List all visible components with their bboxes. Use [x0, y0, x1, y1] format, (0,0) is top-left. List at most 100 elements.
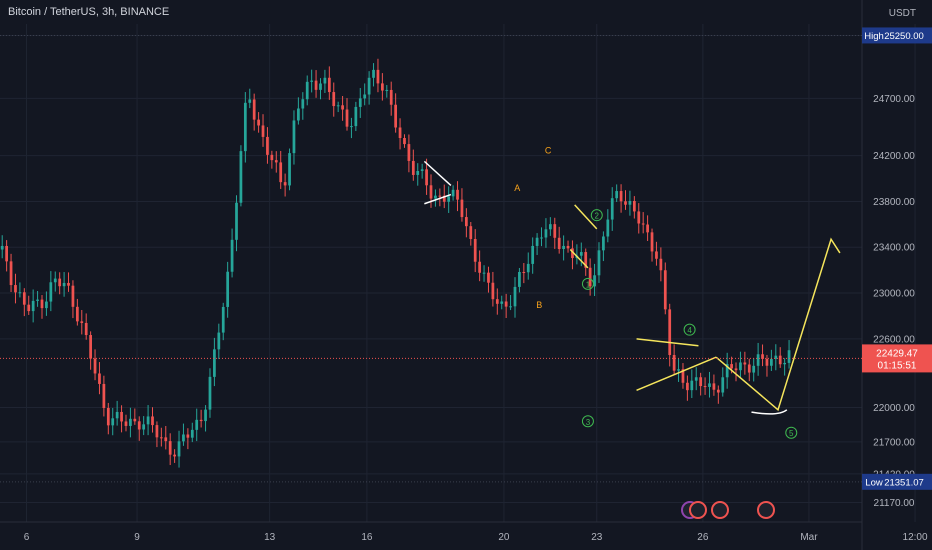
candle-body[interactable]: [522, 271, 526, 273]
candle-body[interactable]: [270, 154, 274, 161]
candle-body[interactable]: [765, 358, 769, 366]
candle-body[interactable]: [752, 365, 756, 373]
candle-body[interactable]: [53, 278, 57, 283]
candle-body[interactable]: [787, 350, 791, 363]
candle-body[interactable]: [646, 224, 649, 233]
trendline-lower[interactable]: [636, 356, 717, 392]
candle-body[interactable]: [663, 270, 667, 310]
candle-body[interactable]: [584, 252, 588, 268]
candle-body[interactable]: [681, 369, 685, 383]
candle-body[interactable]: [548, 224, 552, 230]
candle-body[interactable]: [703, 386, 707, 388]
candle-body[interactable]: [743, 362, 747, 365]
candle-body[interactable]: [239, 151, 243, 203]
candle-body[interactable]: [195, 419, 199, 430]
candle-body[interactable]: [602, 236, 605, 251]
candle-body[interactable]: [358, 98, 362, 107]
candle-body[interactable]: [40, 299, 44, 309]
candle-body[interactable]: [694, 377, 698, 381]
candle-body[interactable]: [376, 69, 380, 84]
candle-body[interactable]: [261, 125, 265, 137]
candle-body[interactable]: [332, 92, 336, 107]
candle-body[interactable]: [637, 211, 641, 224]
event-icon[interactable]: [757, 501, 775, 519]
candle-body[interactable]: [659, 258, 663, 271]
candle-body[interactable]: [350, 126, 353, 128]
candle-body[interactable]: [398, 127, 402, 139]
candle-body[interactable]: [336, 105, 340, 107]
candle-body[interactable]: [672, 354, 676, 371]
candle-body[interactable]: [770, 358, 773, 366]
candle-body[interactable]: [0, 245, 4, 250]
candle-body[interactable]: [45, 301, 48, 309]
candle-body[interactable]: [142, 424, 146, 430]
candle-body[interactable]: [252, 99, 256, 120]
candle-body[interactable]: [102, 383, 106, 408]
candle-body[interactable]: [297, 108, 300, 121]
candle-body[interactable]: [495, 299, 499, 304]
candle-body[interactable]: [425, 169, 428, 186]
candle-body[interactable]: [385, 89, 389, 91]
event-icon[interactable]: [711, 501, 729, 519]
candle-body[interactable]: [213, 349, 216, 377]
candle-body[interactable]: [619, 191, 623, 202]
candle-body[interactable]: [186, 434, 190, 438]
candle-body[interactable]: [323, 77, 327, 84]
candle-body[interactable]: [730, 364, 733, 369]
candle-body[interactable]: [593, 275, 596, 287]
candle-body[interactable]: [27, 304, 31, 312]
candle-body[interactable]: [84, 322, 88, 336]
candle-body[interactable]: [456, 189, 459, 200]
candle-body[interactable]: [93, 358, 97, 374]
candle-body[interactable]: [721, 377, 725, 393]
candle-body[interactable]: [761, 354, 764, 359]
trendline-upper[interactable]: [423, 160, 452, 186]
candle-body[interactable]: [716, 389, 720, 393]
candle-body[interactable]: [168, 441, 172, 455]
candle-body[interactable]: [429, 185, 433, 199]
candle-body[interactable]: [283, 182, 287, 186]
candle-body[interactable]: [129, 418, 132, 426]
candle-body[interactable]: [655, 251, 658, 259]
candle-body[interactable]: [288, 153, 291, 186]
candle-body[interactable]: [226, 271, 230, 307]
candle-body[interactable]: [305, 81, 309, 100]
candle-body[interactable]: [407, 144, 411, 161]
candle-body[interactable]: [14, 285, 17, 293]
candle-body[interactable]: [115, 411, 119, 419]
candle-body[interactable]: [159, 437, 163, 439]
candle-body[interactable]: [62, 282, 66, 287]
candle-body[interactable]: [756, 354, 760, 366]
candle-body[interactable]: [9, 261, 13, 286]
candle-body[interactable]: [482, 272, 486, 274]
trendline-upper[interactable]: [574, 204, 598, 230]
candle-body[interactable]: [22, 292, 26, 305]
event-icon[interactable]: [689, 501, 707, 519]
candle-body[interactable]: [571, 248, 574, 259]
candle-body[interactable]: [531, 245, 535, 264]
candle-body[interactable]: [199, 419, 203, 422]
candle-body[interactable]: [509, 306, 512, 308]
candle-body[interactable]: [438, 195, 442, 197]
candle-body[interactable]: [420, 169, 424, 171]
candle-body[interactable]: [518, 271, 521, 287]
candle-body[interactable]: [478, 261, 481, 273]
candle-body[interactable]: [49, 282, 53, 302]
candle-body[interactable]: [699, 377, 703, 387]
candle-body[interactable]: [314, 80, 318, 90]
candle-body[interactable]: [774, 355, 778, 359]
candle-body[interactable]: [98, 373, 101, 384]
candle-body[interactable]: [124, 421, 128, 426]
candle-body[interactable]: [747, 364, 751, 373]
candle-body[interactable]: [411, 160, 415, 175]
candle-body[interactable]: [403, 138, 406, 145]
candle-body[interactable]: [173, 454, 176, 457]
candle-body[interactable]: [566, 245, 570, 249]
candle-body[interactable]: [292, 120, 296, 154]
candle-body[interactable]: [146, 416, 150, 425]
candle-body[interactable]: [133, 418, 137, 422]
candle-body[interactable]: [650, 232, 654, 252]
candle-body[interactable]: [734, 368, 738, 371]
candle-body[interactable]: [513, 286, 517, 307]
